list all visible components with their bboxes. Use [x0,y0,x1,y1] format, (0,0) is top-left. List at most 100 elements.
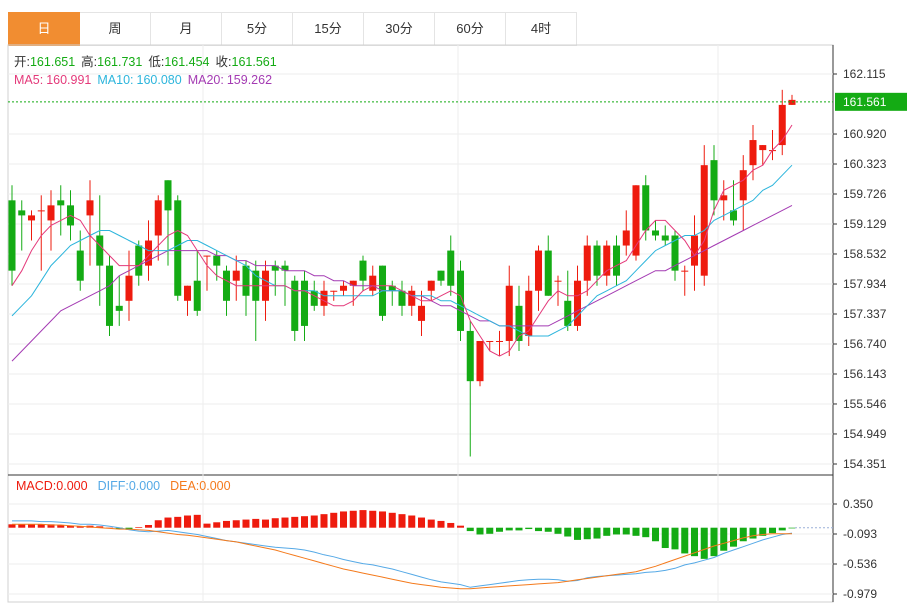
candle-body-16 [164,180,172,211]
candle-body-18 [183,285,192,301]
tab-3[interactable]: 5分 [222,12,293,46]
macd-bar-11 [115,527,123,530]
tab-0[interactable]: 日 [8,12,80,46]
candle-body-17 [174,200,182,296]
macd-bar-20 [203,523,211,528]
dea-value: 0.000 [199,479,230,493]
candle-body-63 [622,230,630,246]
candle-body-73 [720,195,728,201]
candle-body-12 [125,275,133,301]
candle-body-62 [612,245,621,276]
ma5-line [11,124,793,357]
macd-bar-69 [681,527,689,554]
candle-body-3 [37,210,45,212]
tab-2[interactable]: 月 [151,12,222,46]
macd-bar-9 [96,526,104,528]
candle-body-42 [417,305,426,321]
macd-bar-18 [183,515,192,528]
macd-bar-29 [291,516,299,528]
macd-tick-label-3: -0.979 [843,587,877,601]
macd-bar-56 [554,527,562,534]
macd-bar-78 [768,527,777,534]
macd-bar-50 [495,527,504,532]
candle-body-57 [564,300,572,326]
macd-bar-25 [252,518,260,528]
macd-bar-65 [642,527,650,538]
macd-bar-45 [447,522,455,528]
candle-body-56 [554,280,562,282]
candle-body-48 [476,340,484,382]
candle-body-10 [105,265,114,326]
macd-bar-66 [651,527,660,542]
ma20-label: MA20: [188,73,224,87]
price-tick-label-9: 156.143 [843,367,887,381]
tab-4[interactable]: 15分 [293,12,364,46]
macd-bar-74 [729,527,738,547]
candle-body-27 [271,265,279,271]
macd-bar-63 [622,527,630,535]
macd-bar-51 [505,527,513,531]
ohlc-info: 开:161.651 高:161.731 低:161.454 收:161.561 [14,54,277,69]
macd-bar-52 [515,527,523,531]
candle-body-76 [749,140,757,166]
macd-bar-44 [437,520,445,528]
macd-bar-43 [427,519,435,528]
macd-bar-6 [66,525,75,528]
price-tick-label-6: 157.934 [843,277,887,291]
macd-bar-73 [720,527,728,551]
macd-bar-32 [320,514,328,528]
ma-info: MA5: 160.991 MA10: 160.080 MA20: 159.262 [14,73,272,87]
tab-5[interactable]: 30分 [364,12,435,46]
candle-body-28 [281,265,289,271]
macd-bar-58 [573,527,582,540]
candle-body-69 [681,270,689,272]
ma10-value: 160.080 [137,73,182,87]
macd-bar-30 [300,516,309,528]
macd-bar-24 [242,519,250,528]
price-tick-label-2: 160.323 [843,157,887,171]
candle-body-29 [291,280,299,331]
candle-body-60 [593,245,601,276]
candle-body-43 [427,280,435,291]
macd-bar-27 [271,518,279,528]
ma20-value: 159.262 [227,73,272,87]
macd-panel [8,510,833,590]
macd-bar-68 [671,527,679,550]
candle-body-70 [690,235,699,266]
low-value: 161.454 [164,55,209,69]
price-tick-label-11: 154.949 [843,427,887,441]
candle-body-4 [47,205,55,221]
macd-info: MACD:0.000 DIFF:0.000 DEA:0.000 [16,479,231,493]
candle-body-30 [300,280,309,326]
candle-body-31 [310,290,318,306]
tab-7[interactable]: 4时 [506,12,577,46]
macd-bar-40 [398,514,406,528]
macd-bar-39 [388,512,396,528]
candle-body-77 [759,145,767,151]
candle-body-49 [486,340,494,342]
macd-bar-54 [534,527,543,532]
macd-tick-label-1: -0.093 [843,527,877,541]
candle-body-5 [57,200,65,206]
macd-bar-0 [8,524,16,528]
macd-bar-60 [593,527,601,539]
tab-6[interactable]: 60分 [435,12,506,46]
macd-tick-label-0: 0.350 [843,497,873,511]
macd-bar-77 [759,527,767,536]
ma5-value: 160.991 [46,73,91,87]
candle-body-46 [456,270,465,331]
close-label: 收: [216,55,232,69]
low-label: 低: [148,55,164,69]
price-tick-label-7: 157.337 [843,307,887,321]
candle-body-79 [778,104,786,146]
macd-bar-61 [603,527,611,536]
candle-body-24 [242,265,250,296]
macd-bar-76 [749,527,757,539]
macd-bar-19 [193,514,201,528]
candle-body-53 [525,290,533,336]
macd-value: 0.000 [56,479,87,493]
macd-bar-21 [213,522,221,528]
macd-bar-5 [57,524,65,528]
macd-bar-55 [544,527,552,532]
